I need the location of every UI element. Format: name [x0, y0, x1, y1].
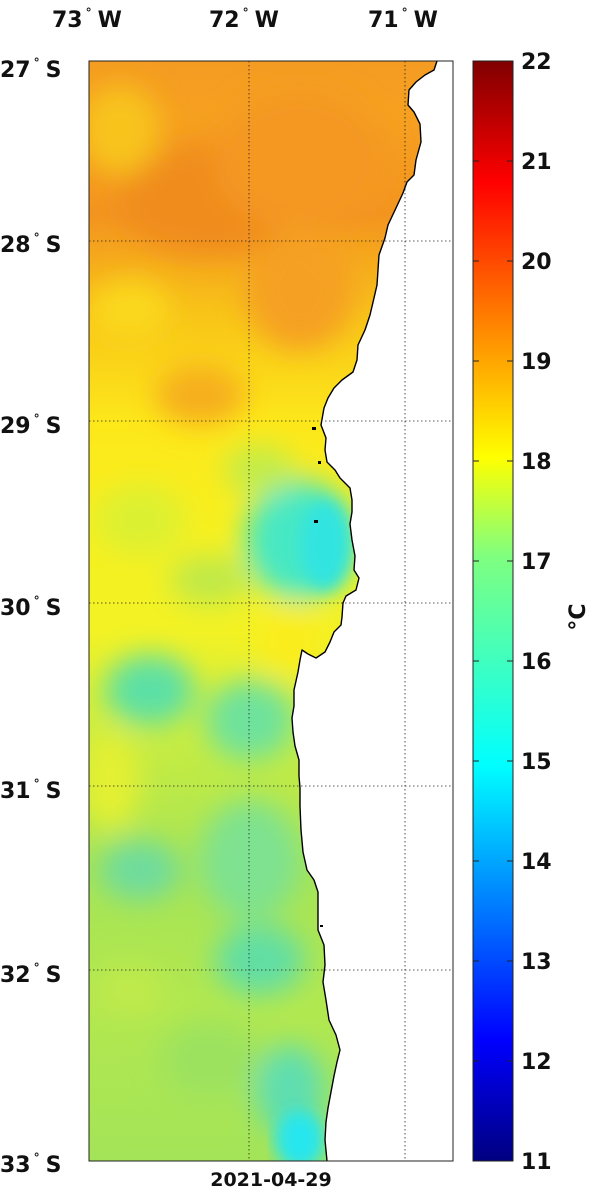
lat-label-33s: 33 ° S — [0, 1151, 61, 1178]
lon-label-71w: 71 ° W — [368, 6, 438, 33]
lat-label-32s: 32 ° S — [0, 961, 61, 988]
colorbar-tick-label: 15 — [521, 750, 552, 775]
latitude-labels: 27 ° S 28 ° S 29 ° S 30 ° S 31 ° S 32 ° S 33 ° S — [0, 56, 61, 1178]
graticule — [89, 61, 453, 1161]
colorbar-tick-label: 19 — [521, 350, 552, 375]
land-mask — [292, 61, 453, 1161]
colorbar: 11 12 13 14 15 16 17 18 19 20 21 22 °C — [472, 50, 591, 1175]
map-frame — [88, 60, 454, 1162]
longitude-labels: 73 ° W 72 ° W 71 ° W — [52, 6, 438, 33]
colorbar-tick-label: 14 — [521, 850, 552, 875]
colorbar-ramp — [472, 60, 514, 1162]
colorbar-tick-label: 18 — [521, 450, 552, 475]
colorbar-tick-label: 17 — [521, 550, 552, 575]
lat-label-27s: 27 ° S — [0, 56, 61, 83]
lat-label-31s: 31 ° S — [0, 777, 61, 804]
colorbar-unit-label: °C — [566, 603, 591, 630]
coastline — [291, 61, 438, 1161]
lon-label-73w: 73 ° W — [52, 6, 122, 33]
colorbar-tick-label: 22 — [521, 50, 552, 75]
lat-label-29s: 29 ° S — [0, 412, 61, 439]
colorbar-tick-label: 21 — [521, 150, 552, 175]
lat-label-30s: 30 ° S — [0, 594, 61, 621]
lat-label-28s: 28 ° S — [0, 231, 61, 258]
colorbar-tick-label: 13 — [521, 950, 552, 975]
date-label: 2021-04-29 — [210, 1169, 332, 1188]
colorbar-tick-label: 20 — [521, 250, 552, 275]
lon-label-72w: 72 ° W — [209, 6, 279, 33]
islands — [312, 427, 323, 927]
colorbar-ticks: 11 12 13 14 15 16 17 18 19 20 21 22 — [473, 50, 552, 1175]
sst-field — [89, 61, 453, 1161]
colorbar-tick-label: 16 — [521, 650, 552, 675]
colorbar-tick-label: 12 — [521, 1050, 552, 1075]
colorbar-tick-label: 11 — [521, 1150, 552, 1175]
